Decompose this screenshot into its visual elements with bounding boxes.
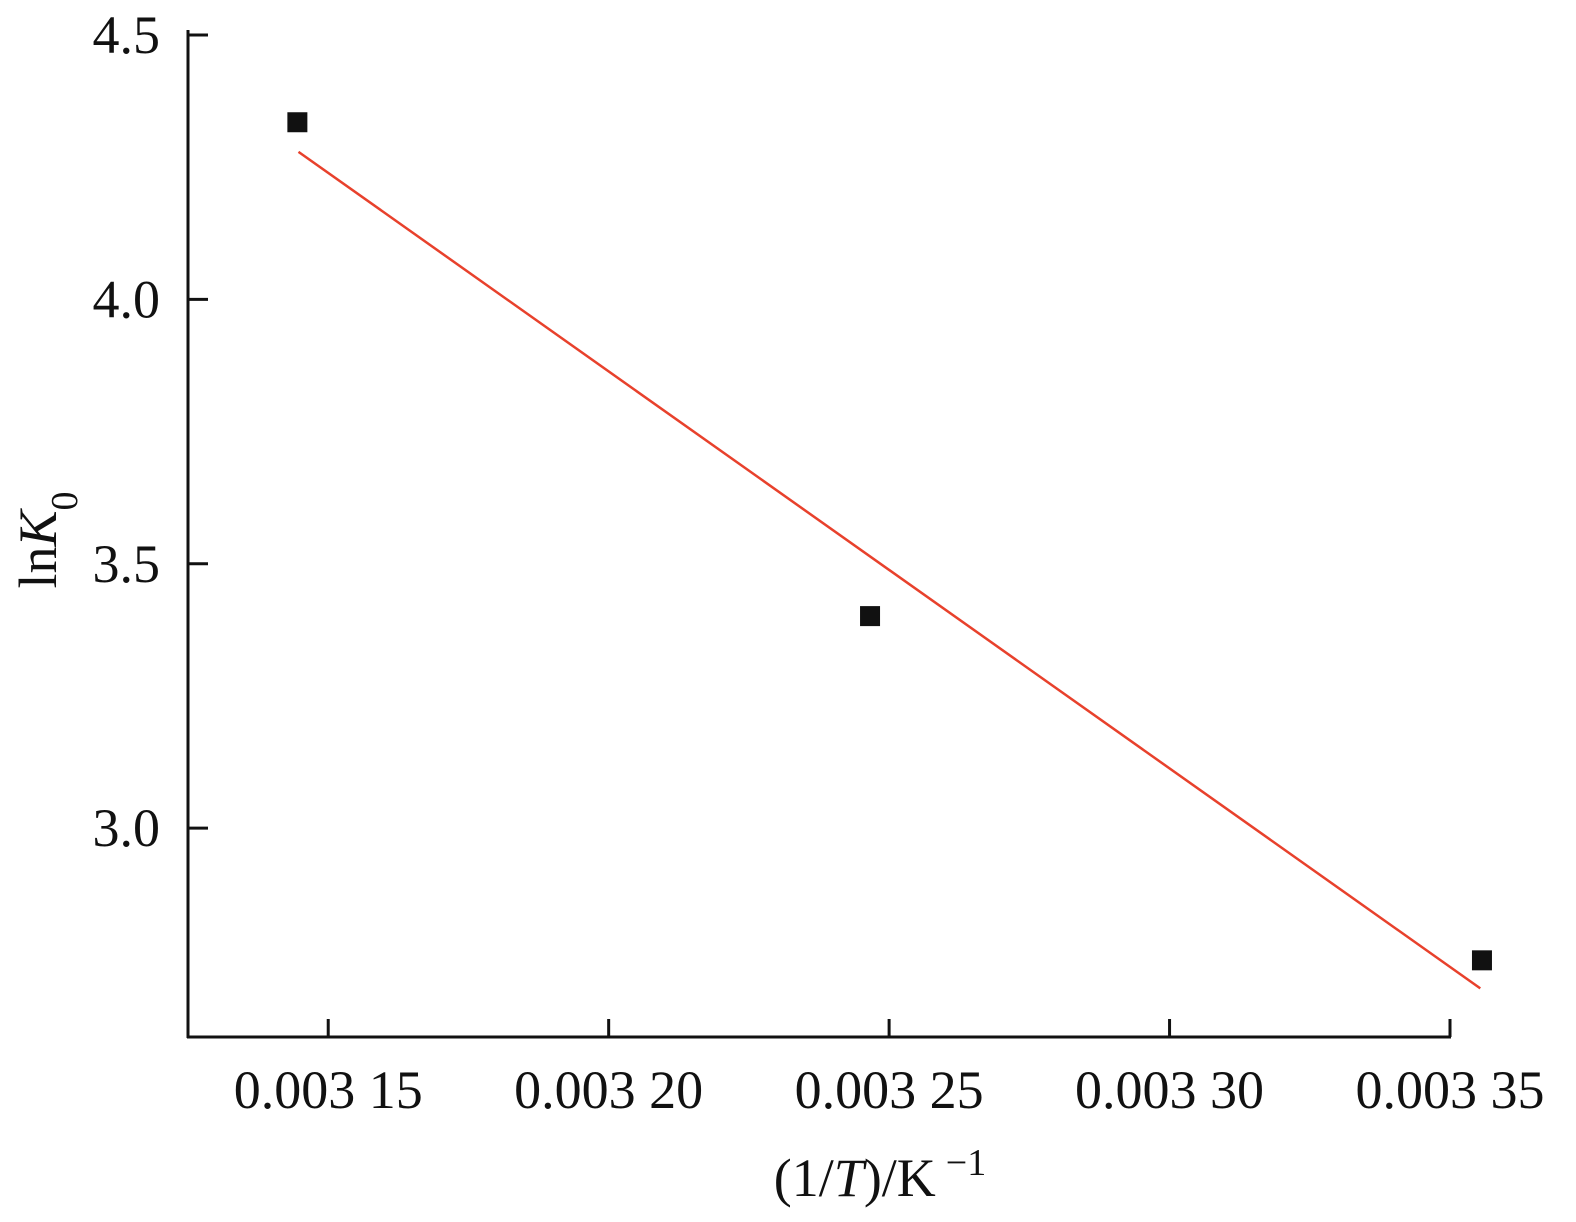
x-axis-label: (1/T)/K −1 (774, 1142, 986, 1208)
x-axis-label-part: )/K (864, 1148, 936, 1208)
data-point (860, 606, 881, 627)
y-tick-label: 4.5 (93, 5, 161, 65)
y-tick-label: 3.0 (93, 798, 161, 858)
x-tick-label: 0.003 15 (234, 1060, 423, 1120)
y-axis-label-part: 0 (44, 491, 86, 510)
x-tick-label: 0.003 30 (1075, 1060, 1264, 1120)
y-tick-label: 3.5 (93, 534, 161, 594)
data-point (287, 112, 308, 133)
x-tick-label: 0.003 20 (514, 1060, 703, 1120)
y-axis-label-part: K (8, 508, 68, 548)
y-axis-label-part: ln (8, 547, 68, 589)
x-axis-label-part: (1/ (774, 1148, 834, 1208)
x-axis-label-part: T (834, 1148, 868, 1208)
y-tick-label: 4.0 (93, 269, 161, 329)
x-tick-label: 0.003 35 (1356, 1060, 1545, 1120)
data-point (1471, 950, 1492, 971)
fit-line (297, 150, 1482, 990)
y-axis-label: lnK0 (8, 491, 86, 588)
x-axis-label-part: −1 (946, 1142, 986, 1184)
x-tick-label: 0.003 25 (795, 1060, 984, 1120)
